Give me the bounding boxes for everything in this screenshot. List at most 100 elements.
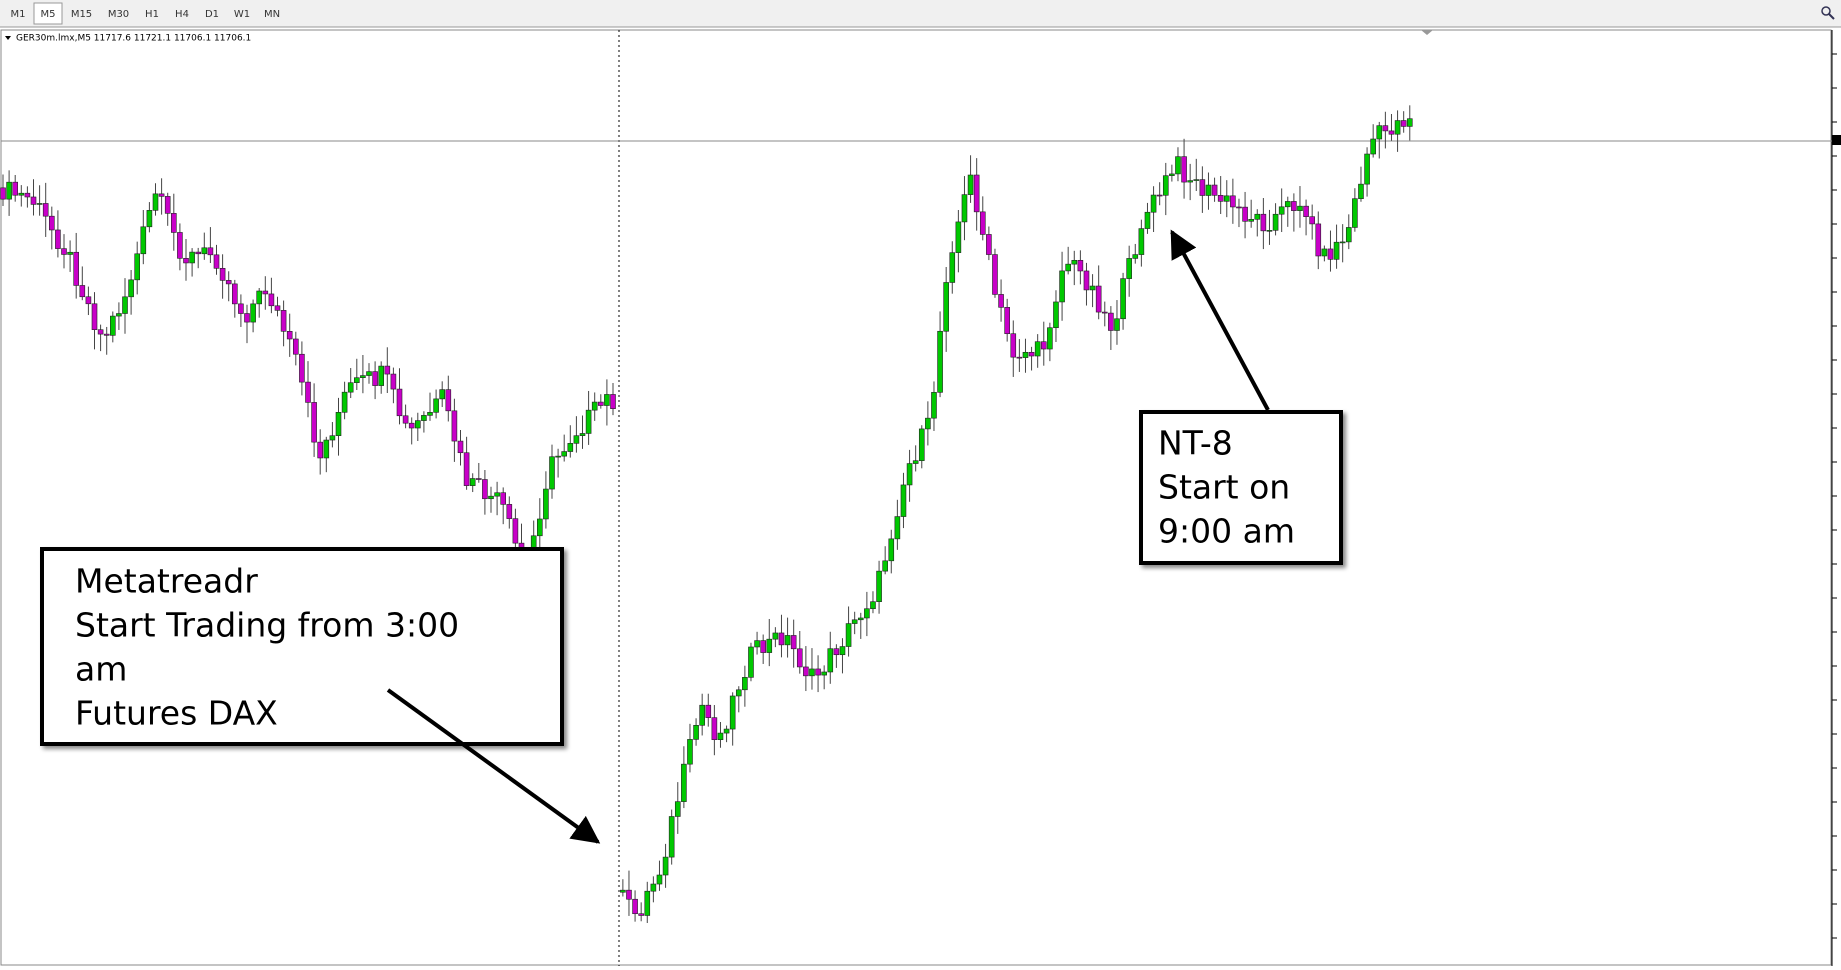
candle-body	[268, 293, 275, 307]
candle-body	[809, 668, 815, 677]
candle-body	[632, 898, 638, 915]
timeframe-tab[interactable]	[64, 3, 99, 24]
timeframe-label: M15	[71, 9, 92, 20]
candle-body	[1181, 156, 1187, 183]
candle-body	[317, 441, 324, 459]
candle-body	[1358, 183, 1364, 199]
timeframe-tab[interactable]	[4, 3, 32, 24]
candle-body	[1217, 195, 1224, 202]
candle-body	[567, 443, 574, 452]
candle-body	[949, 252, 956, 283]
candle-body	[925, 417, 931, 430]
annotation-line: am	[75, 650, 127, 689]
candle-body	[967, 174, 974, 195]
candle-body	[1040, 341, 1047, 350]
candle-body	[1162, 175, 1169, 196]
candle-body	[195, 251, 201, 255]
candle-body	[754, 640, 760, 648]
candle-body	[638, 913, 644, 916]
candle-body	[128, 279, 134, 298]
candle-body	[555, 455, 561, 458]
candle-body	[1291, 201, 1297, 211]
candle-body	[748, 646, 754, 678]
candle-body	[445, 389, 452, 412]
candle-body	[1278, 206, 1285, 215]
candle-body	[1187, 180, 1193, 183]
candle-body	[1309, 216, 1315, 225]
candle-body	[778, 632, 785, 646]
candle-body	[451, 410, 458, 442]
candle-body	[360, 375, 366, 379]
candle-body	[1028, 351, 1035, 357]
candle-body	[796, 648, 803, 668]
candle-body	[735, 689, 742, 697]
candle-body	[6, 181, 12, 200]
timeframe-tab[interactable]	[258, 3, 286, 24]
candle-body	[979, 211, 986, 235]
timeframe-tab[interactable]	[198, 3, 226, 24]
candle-body	[171, 213, 177, 233]
candle-body	[1254, 213, 1261, 220]
candle-body	[1034, 341, 1041, 357]
candle-body	[650, 883, 657, 892]
candle-body	[280, 310, 287, 332]
candle-body	[183, 258, 189, 264]
candle-body	[439, 389, 446, 400]
timeframe-label: M30	[108, 9, 129, 20]
candle-body	[396, 388, 403, 417]
candle-body	[177, 232, 183, 259]
candle-body	[232, 283, 238, 305]
candle-body	[512, 518, 519, 544]
candle-body	[674, 801, 681, 817]
candle-body	[579, 433, 586, 436]
candle-body	[1345, 227, 1352, 243]
candle-body	[693, 724, 699, 740]
annotation-line: Metatreadr	[75, 562, 258, 601]
candle-body	[146, 210, 153, 228]
candle-body	[681, 763, 687, 802]
candle-body	[0, 187, 6, 200]
candle-body	[110, 315, 116, 336]
candle-body	[244, 313, 250, 323]
timeframe-label: M5	[41, 9, 56, 20]
price-axis-ticks	[1832, 53, 1837, 939]
candle-body	[1333, 241, 1340, 260]
chart-area	[0, 29, 1832, 966]
candle-body	[803, 666, 809, 677]
candle-body	[723, 728, 730, 734]
candle-body	[341, 391, 348, 413]
candle-body	[1406, 118, 1413, 127]
search-icon-handle	[1828, 13, 1835, 20]
candles	[0, 105, 1413, 923]
candle-body	[402, 415, 409, 424]
timeframe-tab[interactable]	[101, 3, 136, 24]
candle-body	[742, 677, 748, 691]
candle-body	[463, 452, 470, 486]
candle-body	[955, 221, 962, 253]
candle-body	[604, 394, 610, 406]
candle-body	[292, 338, 299, 355]
candle-body	[384, 365, 391, 375]
candle-body	[864, 608, 870, 619]
candle-body	[833, 648, 840, 656]
candle-body	[900, 484, 907, 517]
candle-body	[30, 196, 37, 205]
candle-body	[668, 816, 675, 858]
timeframe-tab[interactable]	[138, 3, 166, 24]
timeframe-tab[interactable]	[33, 2, 63, 25]
candle-body	[918, 428, 925, 461]
candle-body	[61, 248, 67, 255]
candle-body	[219, 268, 226, 281]
candle-body	[189, 251, 195, 264]
search-icon[interactable]	[1821, 6, 1831, 16]
candle-body	[1370, 138, 1376, 155]
annotation-line: Start Trading from 3:00	[75, 606, 459, 645]
candle-body	[366, 371, 372, 376]
candle-body	[378, 365, 385, 386]
candle-body	[1364, 153, 1370, 185]
timeframe-tab[interactable]	[228, 3, 256, 24]
timeframe-tab[interactable]	[168, 3, 196, 24]
shift-marker	[1421, 30, 1433, 35]
candle-body	[1400, 120, 1407, 127]
annotation-line: 9:00 am	[1158, 512, 1295, 551]
